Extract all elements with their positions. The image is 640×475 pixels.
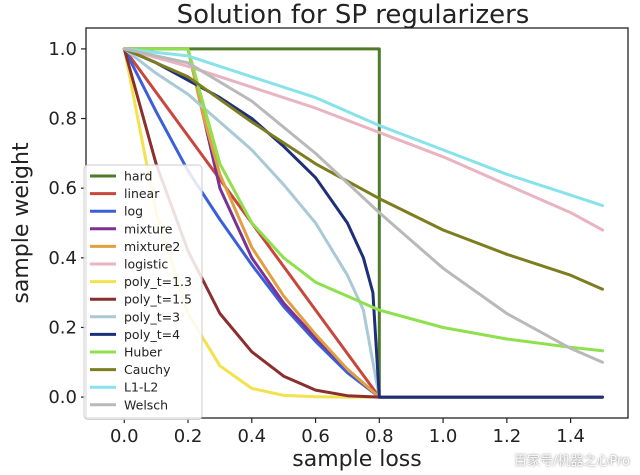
legend-label: Huber [124, 345, 163, 360]
y-tick-label: 0.0 [48, 387, 77, 408]
y-tick-label: 0.4 [48, 248, 77, 269]
series-line-poly-t-4 [122, 47, 604, 399]
legend-label: Cauchy [124, 362, 171, 377]
x-tick-label: 0.8 [365, 426, 394, 447]
x-axis-label: sample loss [292, 447, 421, 472]
chart-title: Solution for SP regularizers [177, 0, 530, 30]
series-line-poly-t-3 [122, 47, 604, 399]
watermark: 百家号/机器之心Pro [513, 454, 630, 469]
legend-label: poly_t=3 [124, 309, 180, 324]
y-tick-label: 0.6 [48, 178, 77, 199]
legend-label: poly_t=4 [124, 327, 180, 342]
series-line-l1-l2 [122, 47, 604, 208]
legend-label: linear [124, 186, 160, 201]
plot-area [122, 47, 604, 399]
legend-label: poly_t=1.5 [124, 292, 192, 307]
legend-label: hard [124, 169, 152, 184]
y-tick-label: 0.2 [48, 317, 77, 338]
x-tick-label: 0.2 [174, 426, 203, 447]
axis-ticks: 0.0 0.2 0.4 0.6 0.8 1.0 1.2 1.4 0.0 0.2 0.4 0.6 0.8 1… [48, 39, 585, 447]
series-line-welsch [122, 47, 604, 364]
legend-label: poly_t=1.3 [124, 274, 192, 289]
series-line-huber [122, 47, 604, 353]
legend-label: log [124, 204, 143, 219]
legend-label: mixture2 [124, 239, 180, 254]
legend-label: mixture [124, 221, 173, 236]
legend: hard linear log mixture mixture2 logistic poly… [83, 164, 203, 420]
legend-label: Welsch [124, 397, 168, 412]
x-tick-label: 0.4 [237, 426, 266, 447]
x-tick-label: 0.6 [301, 426, 330, 447]
x-tick-label: 1.4 [556, 426, 585, 447]
x-tick-label: 0.0 [110, 426, 139, 447]
y-tick-label: 1.0 [48, 39, 77, 60]
series-line-cauchy [122, 47, 604, 291]
series-line-logistic [122, 47, 604, 232]
x-tick-label: 1.0 [429, 426, 458, 447]
x-tick-label: 1.2 [493, 426, 522, 447]
y-tick-label: 0.8 [48, 109, 77, 130]
legend-label: logistic [124, 257, 168, 272]
y-axis-label: sample weight [9, 142, 34, 304]
legend-label: L1-L2 [124, 380, 158, 395]
